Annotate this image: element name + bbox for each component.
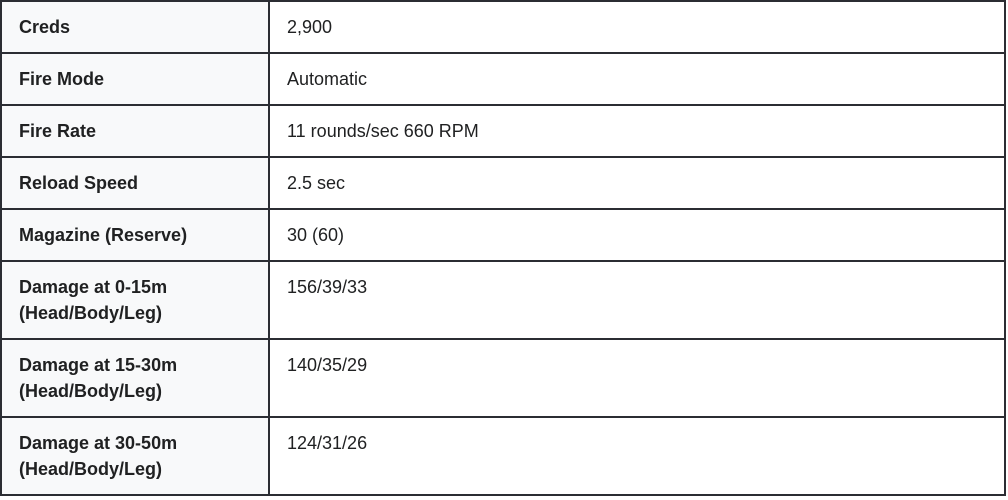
table-row: Fire Rate 11 rounds/sec 660 RPM <box>0 104 1006 158</box>
stat-value-damage-15-30m: 140/35/29 <box>268 338 1006 418</box>
stat-value-reload-speed: 2.5 sec <box>268 156 1006 210</box>
stat-value-creds: 2,900 <box>268 0 1006 54</box>
stat-value-magazine: 30 (60) <box>268 208 1006 262</box>
stat-label-fire-mode: Fire Mode <box>0 52 270 106</box>
stat-label-damage-30-50m: Damage at 30-50m (Head/Body/Leg) <box>0 416 270 496</box>
stat-value-fire-rate: 11 rounds/sec 660 RPM <box>268 104 1006 158</box>
table-row: Damage at 30-50m (Head/Body/Leg) 124/31/… <box>0 416 1006 496</box>
table-row: Magazine (Reserve) 30 (60) <box>0 208 1006 262</box>
stat-label-fire-rate: Fire Rate <box>0 104 270 158</box>
table-row: Damage at 15-30m (Head/Body/Leg) 140/35/… <box>0 338 1006 418</box>
stat-label-reload-speed: Reload Speed <box>0 156 270 210</box>
stat-label-damage-15-30m: Damage at 15-30m (Head/Body/Leg) <box>0 338 270 418</box>
stat-value-fire-mode: Automatic <box>268 52 1006 106</box>
stat-label-magazine: Magazine (Reserve) <box>0 208 270 262</box>
stat-value-damage-30-50m: 124/31/26 <box>268 416 1006 496</box>
table-row: Fire Mode Automatic <box>0 52 1006 106</box>
table-row: Creds 2,900 <box>0 0 1006 54</box>
stat-label-damage-0-15m: Damage at 0-15m (Head/Body/Leg) <box>0 260 270 340</box>
table-row: Reload Speed 2.5 sec <box>0 156 1006 210</box>
table-row: Damage at 0-15m (Head/Body/Leg) 156/39/3… <box>0 260 1006 340</box>
stat-value-damage-0-15m: 156/39/33 <box>268 260 1006 340</box>
stat-label-creds: Creds <box>0 0 270 54</box>
